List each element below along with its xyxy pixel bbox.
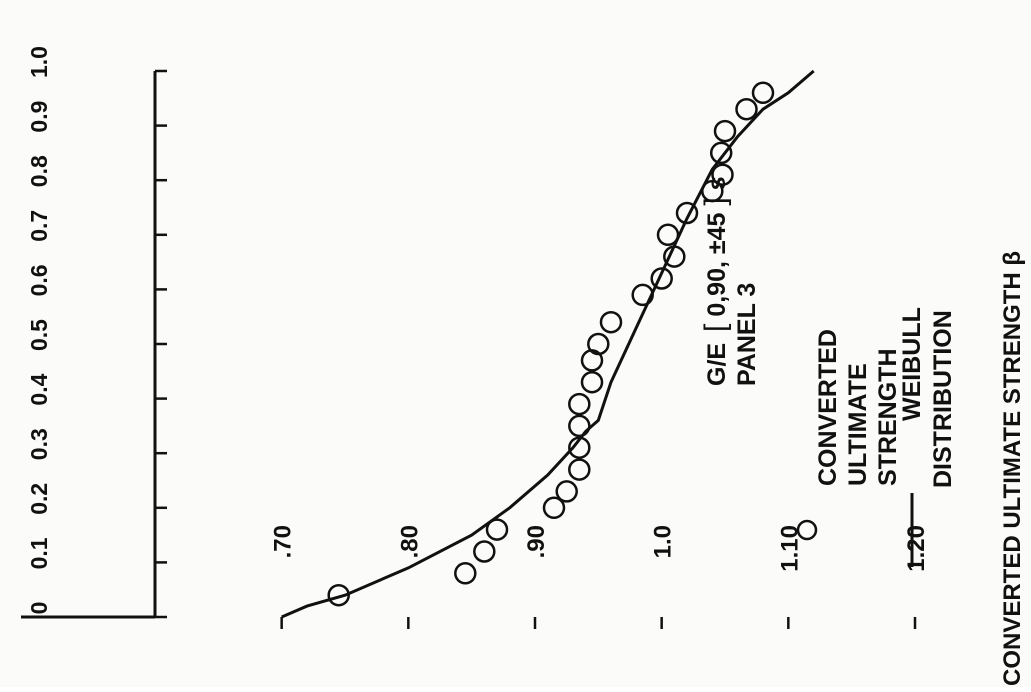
data-point: [656, 223, 680, 247]
x-tick-label: .80: [396, 525, 423, 558]
data-point: [663, 245, 686, 268]
data-point: [473, 540, 496, 563]
y-tick-label: 0: [26, 602, 52, 615]
y-tick-label: 0.7: [26, 210, 52, 242]
layup-bracket-open: [: [699, 323, 732, 332]
data-point: [711, 163, 734, 186]
data-point: [650, 267, 673, 290]
y-tick-label: 0.1: [26, 537, 52, 569]
y-tick-label: 0.6: [26, 264, 52, 296]
data-point: [568, 436, 591, 459]
data-point: [485, 518, 509, 541]
data-point: [709, 141, 733, 165]
x-tick-group: .70.80.90 1.0 1.10 1.20: [270, 525, 930, 629]
data-points: [327, 81, 775, 607]
data-point: [555, 480, 578, 503]
legend-line-label-2: DISTRIBUTION: [929, 310, 957, 488]
data-point: [587, 332, 610, 356]
y-tick-label: 1.0: [26, 46, 52, 78]
legend-marker-swatch: [796, 519, 818, 541]
data-point: [713, 119, 737, 143]
axes: 0 0.1 0.2 0.3 0.4 0.5 0.6 0.7 0.8 0.9 1.0 .70 .80 .9…: [21, 46, 1026, 686]
data-point: [675, 201, 699, 225]
legend-marker-label-3: STRENGTH: [874, 349, 902, 487]
y-tick-label: 0.2: [26, 483, 52, 515]
y-tick-label: 0.8: [26, 155, 52, 187]
layup-prefix: G/E: [703, 343, 731, 386]
specimen-panel-text: PANEL 3: [733, 283, 761, 386]
data-point: [454, 562, 477, 585]
y-tick-label: 0.3: [26, 428, 52, 460]
x-tick-label: 1.20: [903, 525, 930, 572]
specimen-annotation: G/E [ 0,90, ±45 ] s PANEL 3: [699, 176, 761, 386]
y-tick-label: 0.4: [26, 373, 52, 405]
layup-angles: 0,90, ±45: [703, 212, 731, 316]
legend-marker-label-2: ULTIMATE: [844, 363, 872, 486]
data-point: [701, 179, 724, 203]
data-point: [568, 392, 591, 416]
data-point: [542, 496, 566, 520]
data-point: [580, 370, 604, 394]
legend-line-label-1: WEIBULL: [898, 307, 926, 421]
data-point: [568, 414, 591, 438]
data-point: [599, 310, 623, 334]
x-tick-label: 1.0: [650, 525, 677, 558]
data-point: [327, 583, 350, 607]
data-point: [751, 81, 775, 105]
legend: WEIBULL DISTRIBUTION CONVERTED ULTIMATE …: [796, 307, 957, 567]
x-tick-label: .90: [523, 525, 550, 558]
data-point: [568, 458, 591, 481]
legend-marker-label-1: CONVERTED: [814, 329, 842, 486]
weibull-curve: [281, 69, 815, 619]
data-point: [631, 283, 654, 307]
specimen-layup-text: G/E [ 0,90, ±45 ] s: [699, 176, 732, 386]
x-axis-label: CONVERTED ULTIMATE STRENGTH β: [999, 251, 1026, 686]
data-point: [735, 97, 758, 121]
y-tick-label: 0.5: [26, 319, 52, 351]
y-tick-label: 0.9: [26, 101, 52, 133]
y-tick-group: 0 0.1 0.2 0.3 0.4 0.5 0.6 0.7 0.8 0.9 1.0: [26, 46, 167, 619]
x-tick-label: .70: [270, 525, 297, 558]
